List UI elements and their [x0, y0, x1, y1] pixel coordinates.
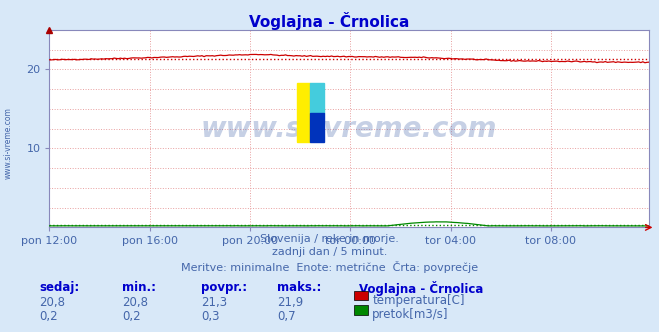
Text: povpr.:: povpr.:: [201, 281, 247, 293]
Text: 0,2: 0,2: [122, 310, 140, 323]
Text: maks.:: maks.:: [277, 281, 321, 293]
Text: Voglajna - Črnolica: Voglajna - Črnolica: [249, 12, 410, 30]
Text: sedaj:: sedaj:: [40, 281, 80, 293]
Text: Slovenija / reke in morje.: Slovenija / reke in morje.: [260, 234, 399, 244]
Text: 21,9: 21,9: [277, 296, 303, 309]
Text: 21,3: 21,3: [201, 296, 227, 309]
Text: 0,2: 0,2: [40, 310, 58, 323]
Text: Voglajna - Črnolica: Voglajna - Črnolica: [359, 281, 484, 295]
Text: www.si-vreme.com: www.si-vreme.com: [201, 115, 498, 143]
Text: zadnji dan / 5 minut.: zadnji dan / 5 minut.: [272, 247, 387, 257]
Text: 0,3: 0,3: [201, 310, 219, 323]
Bar: [310, 83, 324, 113]
Text: 0,7: 0,7: [277, 310, 295, 323]
Text: temperatura[C]: temperatura[C]: [372, 294, 465, 307]
Text: Meritve: minimalne  Enote: metrične  Črta: povprečje: Meritve: minimalne Enote: metrične Črta:…: [181, 261, 478, 273]
Text: min.:: min.:: [122, 281, 156, 293]
Text: www.si-vreme.com: www.si-vreme.com: [3, 107, 13, 179]
Bar: [297, 83, 310, 142]
Bar: [310, 113, 324, 142]
Text: 20,8: 20,8: [40, 296, 65, 309]
Text: 20,8: 20,8: [122, 296, 148, 309]
Text: pretok[m3/s]: pretok[m3/s]: [372, 308, 449, 321]
